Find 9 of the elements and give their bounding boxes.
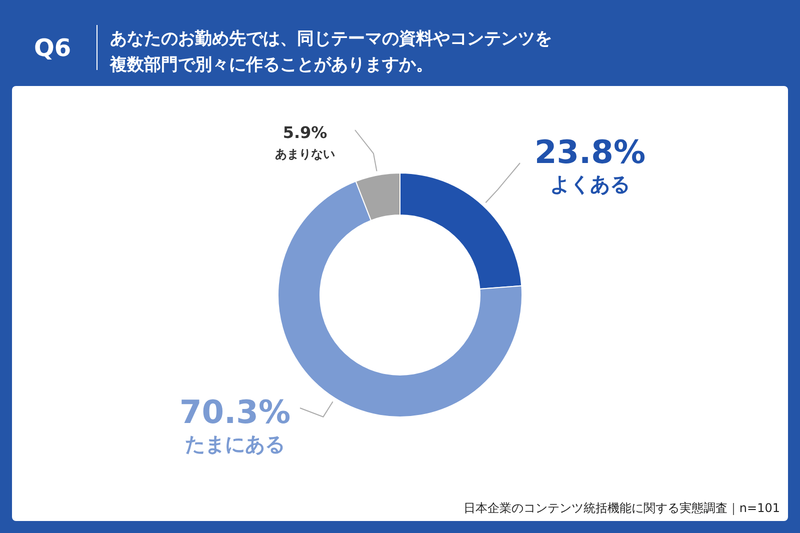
slice-label: たまにある [185,432,285,456]
chart-title: Q6 [34,34,72,62]
chart-subtitle: あなたのお勤め先では、同じテーマの資料やコンテンツを複数部門で別々に作ることがありますか。 [109,29,552,75]
data-label: 23.8% [534,133,646,171]
slice-label: あまりない [275,147,335,161]
slice-label: よくある [550,172,630,196]
text: 日本企業のコンテンツ統括機能に関する実態調査｜n=101 [463,501,780,515]
data-label: 5.9% [282,123,328,142]
data-label: 70.3% [179,393,291,431]
